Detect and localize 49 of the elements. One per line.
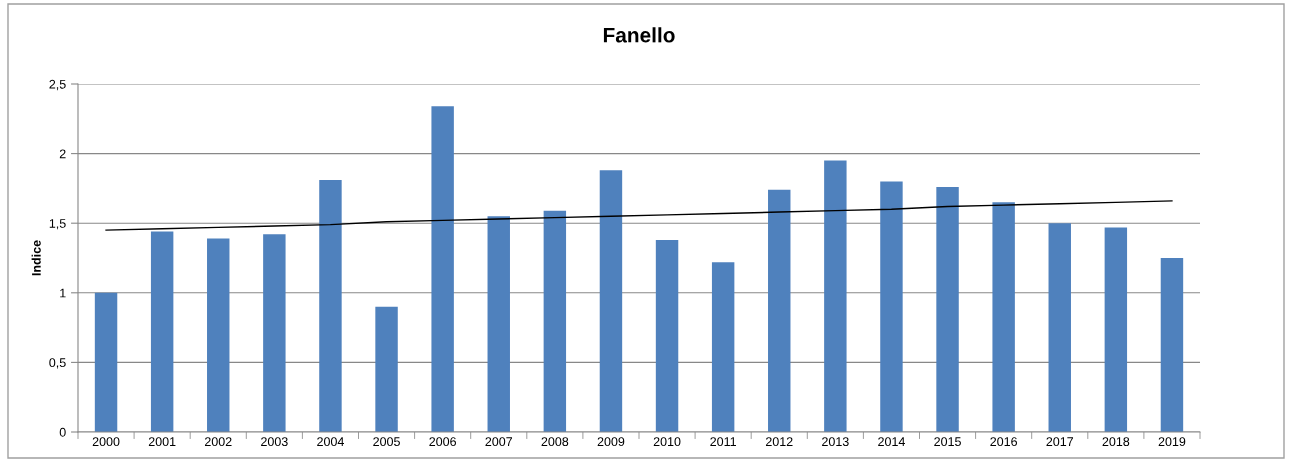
bar bbox=[936, 187, 959, 432]
bar bbox=[880, 181, 903, 432]
bar bbox=[487, 216, 510, 432]
x-tick-label: 2005 bbox=[373, 437, 400, 447]
x-tick-label: 2011 bbox=[710, 437, 736, 447]
bar bbox=[599, 170, 623, 432]
x-tick-label: 2015 bbox=[934, 437, 961, 447]
x-tick-label: 2002 bbox=[204, 437, 232, 447]
bar bbox=[824, 160, 847, 432]
bar bbox=[1048, 223, 1071, 432]
bar bbox=[711, 262, 735, 432]
bar bbox=[207, 238, 230, 432]
x-tick-label: 2007 bbox=[485, 437, 513, 447]
line-series bbox=[105, 200, 1173, 231]
x-tick-label: 2004 bbox=[317, 437, 344, 447]
y-tick-label: 0,5 bbox=[49, 358, 66, 369]
bar bbox=[992, 202, 1015, 432]
x-tick-label: 2014 bbox=[878, 437, 905, 447]
bar bbox=[543, 210, 567, 432]
x-tick-label: 2010 bbox=[653, 437, 681, 447]
y-tick-label: 0 bbox=[59, 427, 66, 437]
x-tick-label: 2017 bbox=[1046, 437, 1074, 447]
y-tick-label: 1,5 bbox=[49, 219, 66, 230]
bar bbox=[1160, 258, 1184, 432]
x-tick-label: 2018 bbox=[1102, 437, 1130, 447]
bar bbox=[655, 239, 679, 432]
chart-title: Fanello bbox=[603, 27, 675, 43]
bar bbox=[263, 234, 286, 432]
y-tick-label: 2 bbox=[59, 149, 66, 159]
bar bbox=[375, 306, 398, 432]
x-tick-label: 2016 bbox=[990, 437, 1018, 447]
x-tick-label: 2003 bbox=[261, 437, 288, 447]
y-tick-label: 2,5 bbox=[49, 79, 66, 91]
x-tick-label: 2009 bbox=[597, 437, 625, 447]
x-tick-label: 2008 bbox=[541, 437, 569, 447]
y-axis-title: Indice bbox=[31, 240, 41, 276]
x-tick-label: 2019 bbox=[1158, 437, 1186, 447]
bar bbox=[768, 189, 791, 432]
x-tick-label: 2012 bbox=[765, 437, 793, 447]
bar bbox=[319, 180, 342, 432]
x-tick-label: 2001 bbox=[148, 437, 176, 447]
bar bbox=[150, 231, 174, 432]
x-tick-label: 2000 bbox=[92, 437, 120, 447]
y-tick-label: 1 bbox=[60, 288, 66, 298]
bar bbox=[1104, 227, 1128, 432]
bar bbox=[431, 106, 454, 432]
x-tick-label: 2006 bbox=[429, 437, 457, 447]
x-tick-label: 2013 bbox=[822, 437, 849, 447]
bar bbox=[94, 292, 118, 432]
